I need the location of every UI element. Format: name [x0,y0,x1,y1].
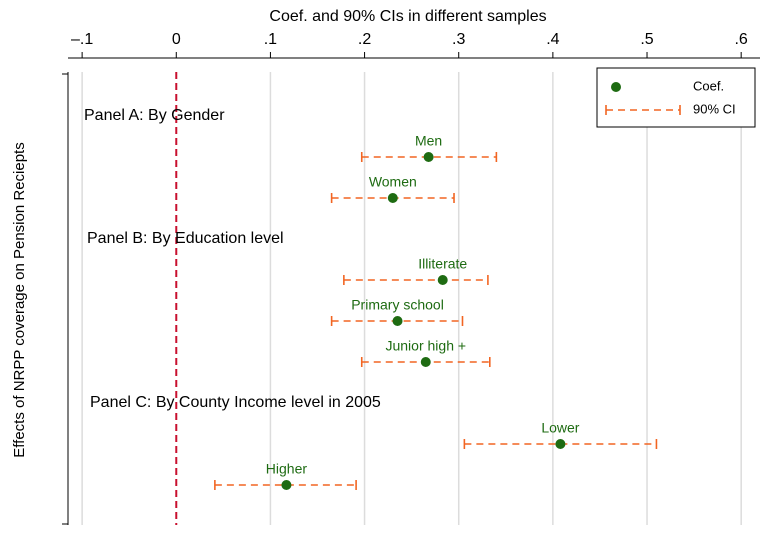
legend-marker [611,82,621,92]
panel-label: Panel B: By Education level [87,230,284,247]
point-label: Men [415,133,442,149]
coef-point [281,480,292,490]
legend-box [596,67,756,128]
point-label: Women [369,174,417,190]
x-tick-label: 0 [172,31,181,48]
coef-point [555,439,566,449]
x-tick-label: .6 [734,31,747,48]
point-label: Junior high + [385,338,466,354]
legend-label: Coef. [693,78,724,93]
x-tick-label: –.1 [71,31,93,48]
panel-label: Panel A: By Gender [84,107,225,124]
coef-point [387,193,398,203]
point-label: Primary school [351,297,444,313]
chart-title: Coef. and 90% CIs in different samples [269,8,546,25]
coef-point [420,357,431,367]
x-tick-label: .1 [264,31,277,48]
point-label: Lower [541,420,579,436]
coef-point [392,316,403,326]
coef-point [423,152,434,162]
point-label: Illiterate [418,256,467,272]
x-tick-label: .4 [546,31,559,48]
y-axis-label: Effects of NRPP coverage on Pension Reci… [11,142,28,457]
legend-label: 90% CI [693,101,736,116]
point-label: Higher [266,461,308,477]
panel-label: Panel C: By County Income level in 2005 [90,394,381,411]
x-tick-label: .3 [452,31,465,48]
coef-point [437,275,448,285]
x-tick-label: .5 [640,31,653,48]
x-tick-label: .2 [358,31,371,48]
